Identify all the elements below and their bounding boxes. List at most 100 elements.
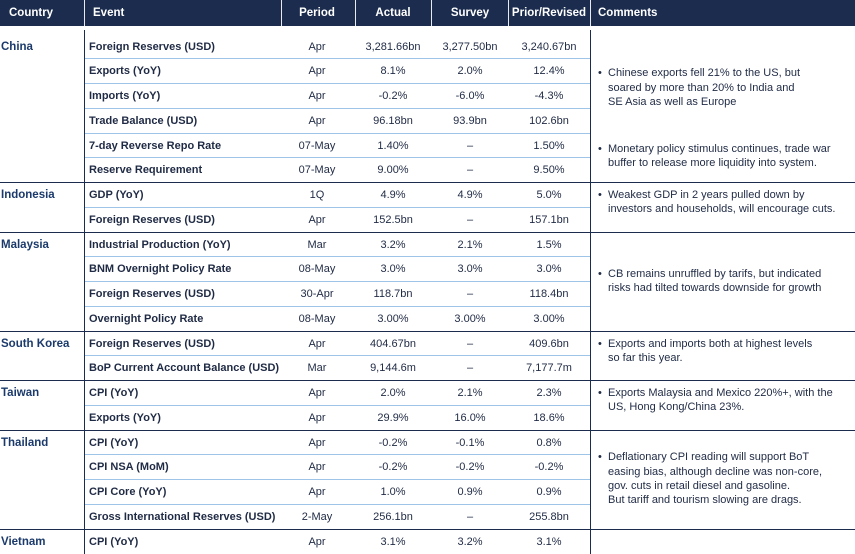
cell-survey: – — [466, 510, 474, 523]
cell-prior: 9.50% — [533, 164, 565, 177]
comment-block: • Weakest GDP in 2 years pulled down by in… — [598, 188, 853, 217]
comment-line: so far this year. — [608, 351, 683, 364]
cell-prior: 5.0% — [536, 189, 562, 201]
cell-period: Apr — [308, 436, 326, 449]
bullet-icon: • — [598, 142, 602, 155]
header-actual: Actual — [375, 7, 411, 19]
cell-period: Apr — [308, 40, 326, 53]
cell-survey: 3,277.50bn — [442, 40, 498, 53]
cell-prior: 0.9% — [536, 486, 562, 498]
row-divider — [85, 479, 590, 480]
cell-event: CPI Core (YoY) — [89, 486, 167, 498]
country-name: China — [1, 40, 33, 53]
cell-survey: – — [466, 362, 474, 375]
bullet-icon: • — [598, 267, 602, 280]
cell-prior: 157.1bn — [529, 213, 569, 226]
cell-prior: 0.8% — [536, 436, 562, 449]
cell-period: Apr — [308, 486, 326, 498]
cell-event: Foreign Reserves (USD) — [89, 40, 215, 53]
cell-event: Industrial Production (YoY) — [89, 238, 231, 251]
header-divider — [508, 0, 509, 26]
cell-period: 07-May — [298, 139, 336, 152]
cell-event: Exports (YoY) — [89, 411, 161, 424]
cell-prior: 12.4% — [533, 65, 565, 78]
cell-actual: 3.1% — [380, 535, 406, 548]
cell-survey: 93.9bn — [453, 114, 487, 127]
cell-period: 08-May — [298, 263, 336, 276]
row-divider — [85, 107, 590, 109]
comment-line: But tariff and tourism slowing are drags… — [608, 494, 802, 507]
comment-block: • Exports Malaysia and Mexico 220%+, with… — [598, 386, 853, 415]
cell-survey: – — [466, 288, 474, 300]
cell-prior: 118.4bn — [529, 288, 569, 300]
cell-event: Imports (YoY) — [89, 90, 161, 102]
group-divider — [0, 231, 855, 233]
cell-actual: 3,281.66bn — [365, 40, 421, 53]
country-name: Taiwan — [1, 387, 40, 399]
cell-prior: -0.2% — [534, 461, 564, 474]
comment-block: • Chinese exports fell 21% to the US, but… — [598, 66, 853, 109]
country-name: Indonesia — [1, 189, 55, 201]
cell-actual: 9.00% — [377, 164, 409, 177]
group-divider — [0, 182, 855, 183]
cell-period: 2-May — [301, 510, 333, 523]
group-divider — [0, 528, 855, 530]
cell-event: Foreign Reserves (USD) — [89, 213, 215, 226]
cell-actual: 3.0% — [380, 263, 406, 276]
cell-survey: 3.00% — [454, 312, 486, 325]
cell-survey: 16.0% — [454, 411, 486, 424]
bullet-icon: • — [598, 337, 602, 350]
country-name: Thailand — [1, 436, 49, 449]
header-event: Event — [93, 7, 125, 19]
comment-block: • Exports and imports both at highest lev… — [598, 337, 853, 366]
cell-period: 08-May — [298, 312, 336, 325]
cell-period: 07-May — [298, 164, 336, 177]
cell-period: Apr — [308, 535, 326, 548]
comment-block: • Monetary policy stimulus continues, tra… — [598, 142, 853, 171]
comment-line: Deflationary CPI reading will support Bo… — [608, 451, 810, 464]
country-name: South Korea — [1, 337, 70, 350]
cell-period: Apr — [308, 337, 326, 350]
cell-period: Mar — [307, 238, 327, 251]
cell-event: CPI (YoY) — [89, 535, 139, 548]
cell-survey: -0.2% — [455, 461, 485, 474]
comment-line: Monetary policy stimulus continues, trad… — [608, 142, 831, 155]
cell-event: CPI (YoY) — [89, 387, 139, 399]
header-divider — [590, 0, 591, 26]
cell-period: Apr — [308, 213, 326, 226]
cell-event: Gross International Reserves (USD) — [89, 510, 276, 523]
cell-survey: 0.9% — [457, 486, 483, 498]
cell-period: Apr — [308, 387, 326, 399]
cell-event: CPI NSA (MoM) — [89, 461, 169, 474]
cell-actual: 29.9% — [377, 411, 409, 424]
comment-line: soared by more than 20% to India and — [608, 81, 795, 94]
bullet-icon: • — [598, 189, 602, 201]
comment-line: SE Asia as well as Europe — [608, 96, 737, 109]
header-survey: Survey — [450, 7, 490, 19]
comment-line: buffer to release more liquidity into sy… — [608, 156, 817, 169]
cell-period: Apr — [308, 114, 326, 127]
cell-prior: 7,177.7m — [526, 362, 572, 375]
cell-event: Foreign Reserves (USD) — [89, 288, 215, 300]
header-prior: Prior/Revised — [511, 7, 587, 19]
cell-survey: – — [466, 139, 474, 152]
cell-prior: 3.1% — [536, 535, 562, 548]
cell-prior: 102.6bn — [529, 114, 569, 127]
comment-block: • Deflationary CPI reading will support B… — [598, 450, 853, 508]
cell-actual: -0.2% — [378, 90, 408, 102]
cell-actual: 118.7bn — [373, 288, 413, 300]
cell-prior: 3.0% — [536, 263, 562, 276]
row-divider — [85, 58, 590, 60]
cell-actual: -0.2% — [378, 436, 408, 449]
comment-line: risks had tilted towards downside for gr… — [608, 282, 822, 294]
header-divider — [84, 0, 85, 26]
cell-event: 7-day Reverse Repo Rate — [89, 139, 222, 152]
comment-line: Exports Malaysia and Mexico 220%+, with … — [608, 387, 833, 399]
cell-survey: 3.0% — [457, 263, 483, 276]
comment-line: easing bias, although decline was non-co… — [608, 465, 823, 478]
header-divider — [355, 0, 356, 26]
cell-event: Foreign Reserves (USD) — [89, 337, 215, 350]
cell-survey: 4.9% — [457, 189, 483, 201]
header-period: Period — [299, 7, 335, 19]
cell-event: Trade Balance (USD) — [89, 114, 198, 127]
